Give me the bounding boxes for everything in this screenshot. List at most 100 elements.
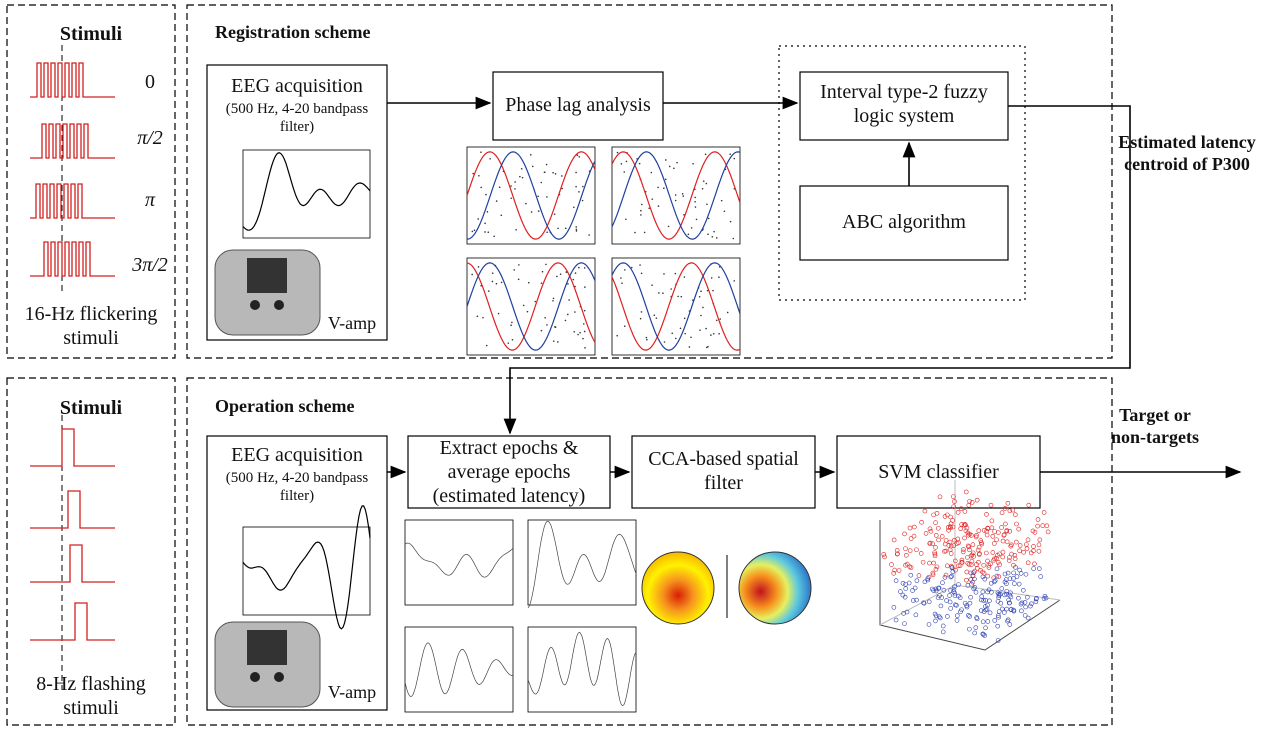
dot <box>684 318 686 320</box>
dot <box>525 203 527 205</box>
scatter-point <box>1014 522 1018 526</box>
dot <box>684 333 686 335</box>
scatter-point <box>934 521 938 525</box>
scatter-point <box>992 558 996 562</box>
dot <box>544 171 546 173</box>
box-label: EEG acquisition <box>207 443 387 467</box>
scatter-point <box>1019 602 1023 606</box>
dot <box>512 339 514 341</box>
dot <box>487 231 489 233</box>
scatter-point <box>937 538 941 542</box>
scatter-point <box>1032 562 1036 566</box>
scatter-point <box>959 507 963 511</box>
dot <box>554 326 556 328</box>
dot <box>699 296 701 298</box>
dot <box>658 205 660 207</box>
scatter-point <box>984 551 988 555</box>
scatter-point <box>963 536 967 540</box>
scatter-point <box>1009 544 1013 548</box>
plot-frame <box>243 150 370 238</box>
dot <box>625 218 627 220</box>
dot <box>640 318 642 320</box>
dot <box>477 316 479 318</box>
dot <box>699 329 701 331</box>
scatter-point <box>1027 503 1031 507</box>
dot <box>574 311 576 313</box>
output-label: Target or non-targets <box>1100 405 1210 448</box>
dot <box>730 221 732 223</box>
scatter-point <box>944 573 948 577</box>
box-label: Interval type-2 fuzzy logic system <box>805 80 1003 128</box>
dot <box>519 176 521 178</box>
scatter-point <box>981 620 985 624</box>
dot <box>510 185 512 187</box>
scatter-point <box>955 614 959 618</box>
dot <box>561 175 563 177</box>
scatter-point <box>998 563 1002 567</box>
dot <box>664 341 666 343</box>
dot <box>657 187 659 189</box>
dot <box>582 200 584 202</box>
dot <box>523 305 525 307</box>
scatter-point <box>949 606 953 610</box>
dot <box>673 167 675 169</box>
scatter-point <box>1037 543 1041 547</box>
scatter-point <box>923 580 927 584</box>
dot <box>557 228 559 230</box>
scatter-point <box>1011 508 1015 512</box>
scatter-point <box>909 566 913 570</box>
scatter-point <box>995 567 999 571</box>
dot <box>733 280 735 282</box>
scatter-point <box>1008 509 1012 513</box>
dot <box>567 314 569 316</box>
dot <box>501 282 503 284</box>
device-knob <box>250 672 260 682</box>
device-knob <box>274 300 284 310</box>
dot <box>644 232 646 234</box>
box-label: Extract epochs & average epochs (estimat… <box>410 436 608 508</box>
scatter-point <box>940 581 944 585</box>
box-detail: (500 Hz, 4-20 bandpass filter) <box>215 100 379 136</box>
stimulus-wave <box>30 124 115 158</box>
scatter-point <box>933 619 937 623</box>
scatter-point <box>993 530 997 534</box>
phase-label: π/2 <box>120 126 180 150</box>
scatter-point <box>1037 567 1041 571</box>
dot <box>546 324 548 326</box>
scatter-point <box>949 544 953 548</box>
dot <box>684 276 686 278</box>
dot <box>528 282 530 284</box>
dot <box>556 276 558 278</box>
scatter-point <box>1000 525 1004 529</box>
scatter-point <box>1014 540 1018 544</box>
dot <box>575 226 577 228</box>
scatter-point <box>917 574 921 578</box>
scatter-point <box>1032 567 1036 571</box>
dot <box>621 282 623 284</box>
dot <box>511 322 513 324</box>
scatter-point <box>940 534 944 538</box>
scatter-point <box>1018 543 1022 547</box>
scatter-point <box>984 626 988 630</box>
scatter-point <box>890 563 894 567</box>
dot <box>541 282 543 284</box>
scatter-point <box>909 573 913 577</box>
scatter-point <box>996 624 1000 628</box>
arrow <box>510 106 1130 433</box>
device-label: V-amp <box>322 313 382 335</box>
scatter-point <box>966 613 970 617</box>
dot <box>620 277 622 279</box>
dot <box>651 198 653 200</box>
dot <box>579 332 581 334</box>
scatter-point <box>913 586 917 590</box>
dot <box>546 196 548 198</box>
dot <box>692 163 694 165</box>
scatter-point <box>985 533 989 537</box>
dot <box>641 272 643 274</box>
dot <box>532 166 534 168</box>
scatter-point <box>951 525 955 529</box>
dot <box>480 187 482 189</box>
scatter-point <box>996 599 1000 603</box>
caption: 16-Hz flickering stimuli <box>12 302 170 350</box>
stimulus-wave <box>30 545 115 582</box>
